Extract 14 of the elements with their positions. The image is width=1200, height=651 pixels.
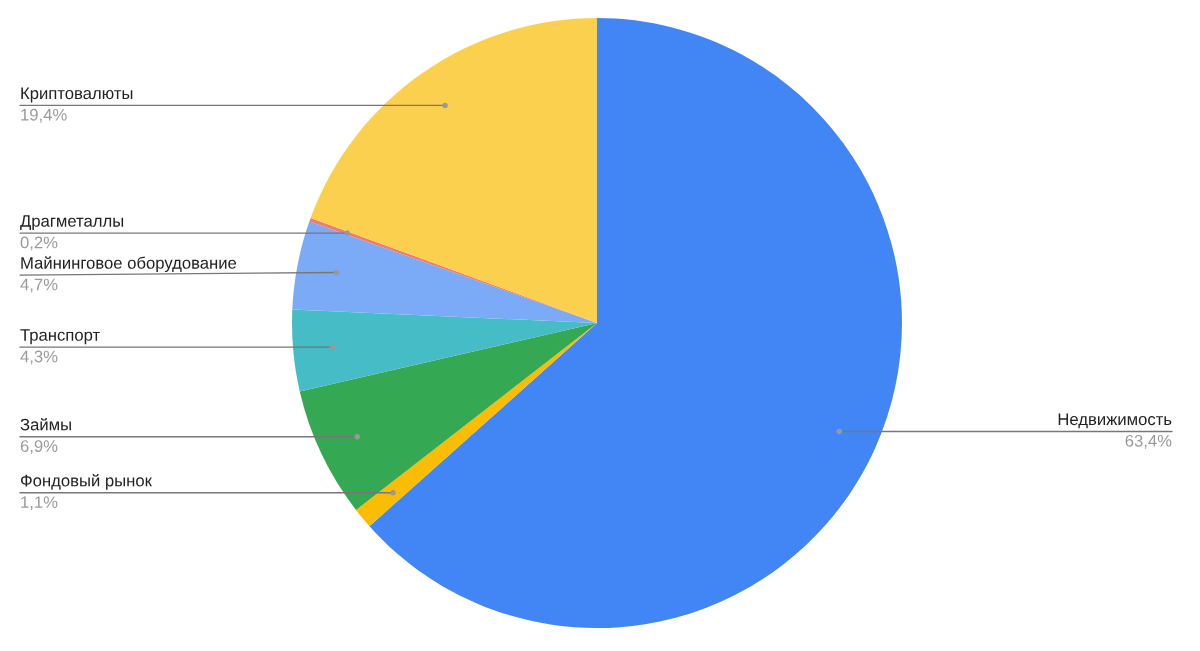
data-label: 6,9% bbox=[20, 440, 58, 454]
slice-label: Недвижимость bbox=[1058, 413, 1172, 429]
slice-label: Фондовый рынок bbox=[20, 473, 153, 490]
data-label: 4,3% bbox=[20, 350, 58, 365]
data-label: 19,4% bbox=[21, 108, 67, 123]
slice-label: Майнинговое оборудование bbox=[21, 256, 237, 273]
slice-label: Криптовалюты bbox=[21, 87, 133, 103]
slice-label: Транспорт bbox=[20, 329, 100, 345]
slice-label: Драгметаллы bbox=[20, 215, 124, 231]
data-label: 1,1% bbox=[21, 496, 58, 510]
data-label: 0,2% bbox=[20, 236, 58, 251]
slice-label: Займы bbox=[20, 417, 71, 431]
data-label: 63,4% bbox=[1125, 434, 1172, 449]
data-label: 4,7% bbox=[20, 278, 58, 293]
